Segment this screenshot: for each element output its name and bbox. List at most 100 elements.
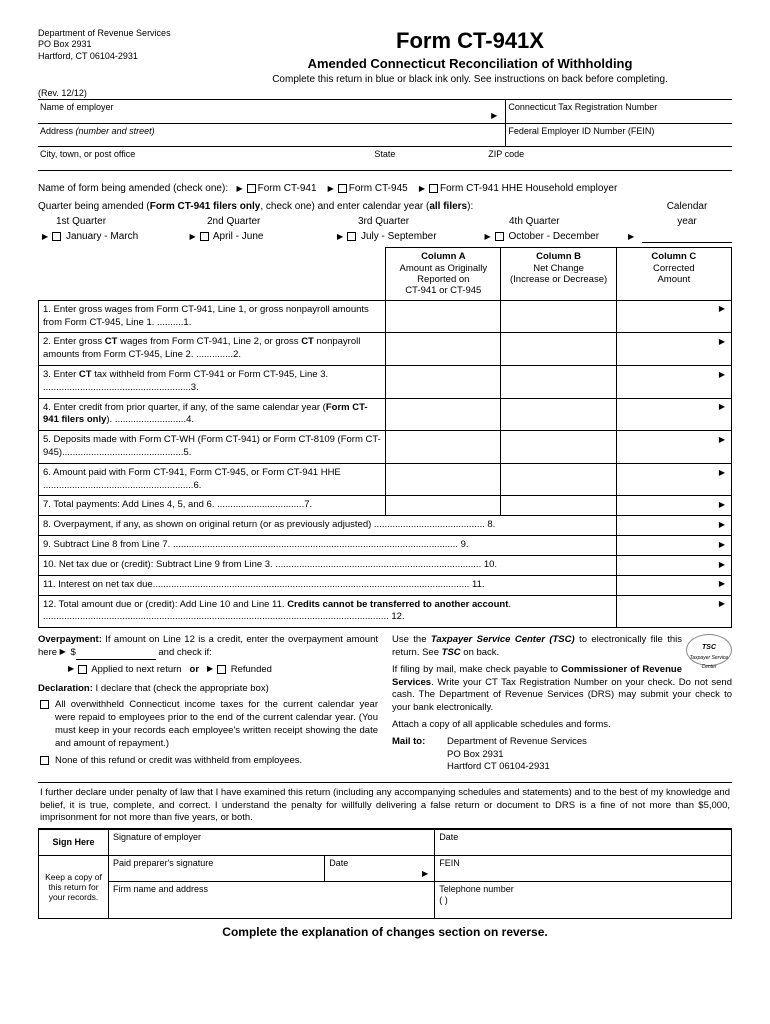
arrow-icon: ▶ bbox=[719, 435, 725, 445]
form-subtitle: Amended Connecticut Reconciliation of Wi… bbox=[208, 56, 732, 72]
line-6-a[interactable] bbox=[386, 463, 501, 496]
line-2-desc: 2. Enter gross CT wages from Form CT-941… bbox=[39, 333, 386, 366]
line-7-b[interactable] bbox=[501, 496, 616, 516]
keep-copy-label: Keep a copy of this return for your reco… bbox=[39, 856, 109, 918]
line-12-c[interactable]: ▶ bbox=[616, 595, 731, 628]
telephone-field[interactable]: Telephone number( ) bbox=[435, 881, 732, 918]
line-5-b[interactable] bbox=[501, 431, 616, 464]
calendar-year-input[interactable] bbox=[642, 231, 732, 243]
label-address-hint: (number and street) bbox=[76, 126, 155, 136]
arrow-icon: ▶ bbox=[719, 337, 725, 347]
quarter-bold2: all filers bbox=[429, 201, 467, 212]
overpay-amount-input[interactable] bbox=[76, 650, 156, 660]
line-3-c[interactable]: ▶ bbox=[616, 365, 731, 398]
amend-label: Name of form being amended (check one): bbox=[38, 183, 228, 194]
table-row: 9. Subtract Line 8 from Line 7. ........… bbox=[39, 536, 732, 556]
col-b-header: Column BNet Change(Increase or Decrease) bbox=[501, 248, 616, 301]
line-2-a[interactable] bbox=[386, 333, 501, 366]
line-6-c[interactable]: ▶ bbox=[616, 463, 731, 496]
or-label: or bbox=[190, 664, 200, 675]
mailto-address: Department of Revenue Services PO Box 29… bbox=[447, 736, 587, 774]
arrow-icon: ▶ bbox=[719, 402, 725, 412]
field-fein[interactable]: Federal Employer ID Number (FEIN) bbox=[506, 124, 732, 147]
q3-header: 3rd Quarter bbox=[340, 216, 491, 228]
field-zip[interactable]: ZIP code bbox=[486, 147, 732, 170]
left-column: Overpayment: If amount on Line 12 is a c… bbox=[38, 634, 378, 774]
arrow-icon: ▶ bbox=[337, 232, 343, 242]
line-9-c[interactable]: ▶ bbox=[616, 536, 731, 556]
arrow-icon: ▶ bbox=[485, 232, 491, 242]
line-5-c[interactable]: ▶ bbox=[616, 431, 731, 464]
line-7-a[interactable] bbox=[386, 496, 501, 516]
line-5-a[interactable] bbox=[386, 431, 501, 464]
checkbox-q2[interactable] bbox=[200, 232, 209, 241]
line-4-c[interactable]: ▶ bbox=[616, 398, 731, 431]
table-row: 5. Deposits made with Form CT-WH (Form C… bbox=[39, 431, 732, 464]
line-1-c[interactable]: ▶ bbox=[616, 300, 731, 333]
preparer-fein-field[interactable]: FEIN bbox=[435, 856, 732, 882]
line-10-c[interactable]: ▶ bbox=[616, 555, 731, 575]
quarter-headers: 1st Quarter 2nd Quarter 3rd Quarter 4th … bbox=[38, 216, 732, 228]
checkbox-applied[interactable] bbox=[78, 665, 87, 674]
arrow-icon: ▶ bbox=[328, 184, 334, 194]
line-4-b[interactable] bbox=[501, 398, 616, 431]
line-2-c[interactable]: ▶ bbox=[616, 333, 731, 366]
checkbox-q1[interactable] bbox=[52, 232, 61, 241]
arrow-icon: ▶ bbox=[719, 599, 725, 609]
checkbox-ct941[interactable] bbox=[247, 184, 256, 193]
checkbox-hhe[interactable] bbox=[429, 184, 438, 193]
row-employer: Name of employer ▶ Connecticut Tax Regis… bbox=[38, 100, 732, 124]
decl-option-2: None of this refund or credit was withhe… bbox=[38, 755, 378, 768]
sig-employer-field[interactable]: Signature of employer bbox=[109, 830, 435, 856]
row-address: Address (number and street) Federal Empl… bbox=[38, 124, 732, 148]
sig-date-field[interactable]: Date bbox=[435, 830, 732, 856]
checkbox-decl1[interactable] bbox=[40, 700, 49, 709]
line-3-b[interactable] bbox=[501, 365, 616, 398]
line-2-b[interactable] bbox=[501, 333, 616, 366]
title-block: Form CT-941X Amended Connecticut Reconci… bbox=[208, 28, 732, 86]
line-1-b[interactable] bbox=[501, 300, 616, 333]
row-city: City, town, or post office State ZIP cod… bbox=[38, 147, 732, 171]
arrow-icon: ▶ bbox=[719, 500, 725, 510]
field-state[interactable]: State bbox=[372, 147, 486, 170]
quarter-pre: Quarter being amended ( bbox=[38, 201, 150, 212]
label-ctreg: Connecticut Tax Registration Number bbox=[508, 102, 657, 112]
opt-hhe: Form CT-941 HHE Household employer bbox=[440, 183, 617, 194]
bottom-columns: Overpayment: If amount on Line 12 is a c… bbox=[38, 634, 732, 774]
line-4-a[interactable] bbox=[386, 398, 501, 431]
table-row: 12. Total amount due or (credit): Add Li… bbox=[39, 595, 732, 628]
field-address[interactable]: Address (number and street) bbox=[38, 124, 506, 147]
checkbox-ct945[interactable] bbox=[338, 184, 347, 193]
line-12-desc: 12. Total amount due or (credit): Add Li… bbox=[39, 595, 617, 628]
line-1-a[interactable] bbox=[386, 300, 501, 333]
decl-option-1: All overwithheld Connecticut income taxe… bbox=[38, 699, 378, 750]
field-city[interactable]: City, town, or post office bbox=[38, 147, 372, 170]
firm-field[interactable]: Firm name and address bbox=[109, 881, 435, 918]
line-3-a[interactable] bbox=[386, 365, 501, 398]
right-column: TSCTaxpayer Service Center Use the Taxpa… bbox=[392, 634, 732, 774]
decl2-text: None of this refund or credit was withhe… bbox=[55, 755, 378, 768]
q2-label: April - June bbox=[213, 231, 264, 242]
arrow-icon: ▶ bbox=[68, 664, 74, 675]
preparer-sig-field[interactable]: Paid preparer's signature bbox=[109, 856, 325, 882]
arrow-icon: ▶ bbox=[719, 370, 725, 380]
line-11-c[interactable]: ▶ bbox=[616, 575, 731, 595]
table-row: 10. Net tax due or (credit): Subtract Li… bbox=[39, 555, 732, 575]
line-8-c[interactable]: ▶ bbox=[616, 516, 731, 536]
field-employer[interactable]: Name of employer ▶ bbox=[38, 100, 506, 123]
revision: (Rev. 12/12) bbox=[38, 88, 732, 99]
signature-table: Sign Here Signature of employer Date Kee… bbox=[38, 829, 732, 918]
checkbox-refunded[interactable] bbox=[217, 665, 226, 674]
dept-line1: Department of Revenue Services bbox=[38, 28, 208, 39]
line-6-b[interactable] bbox=[501, 463, 616, 496]
checkbox-decl2[interactable] bbox=[40, 756, 49, 765]
preparer-date-field[interactable]: Date▶ bbox=[325, 856, 435, 882]
line-7-c[interactable]: ▶ bbox=[616, 496, 731, 516]
calendar-label: Calendar bbox=[642, 201, 732, 213]
checkbox-q3[interactable] bbox=[347, 232, 356, 241]
dept-line2: PO Box 2931 bbox=[38, 39, 208, 50]
dept-line3: Hartford, CT 06104-2931 bbox=[38, 51, 208, 62]
q1-label: January - March bbox=[66, 231, 138, 242]
field-ctreg[interactable]: Connecticut Tax Registration Number bbox=[506, 100, 732, 123]
checkbox-q4[interactable] bbox=[495, 232, 504, 241]
